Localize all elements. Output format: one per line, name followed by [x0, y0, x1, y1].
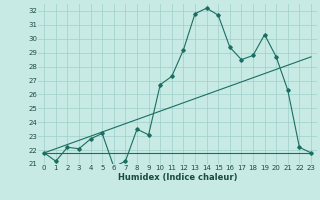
X-axis label: Humidex (Indice chaleur): Humidex (Indice chaleur)	[118, 173, 237, 182]
